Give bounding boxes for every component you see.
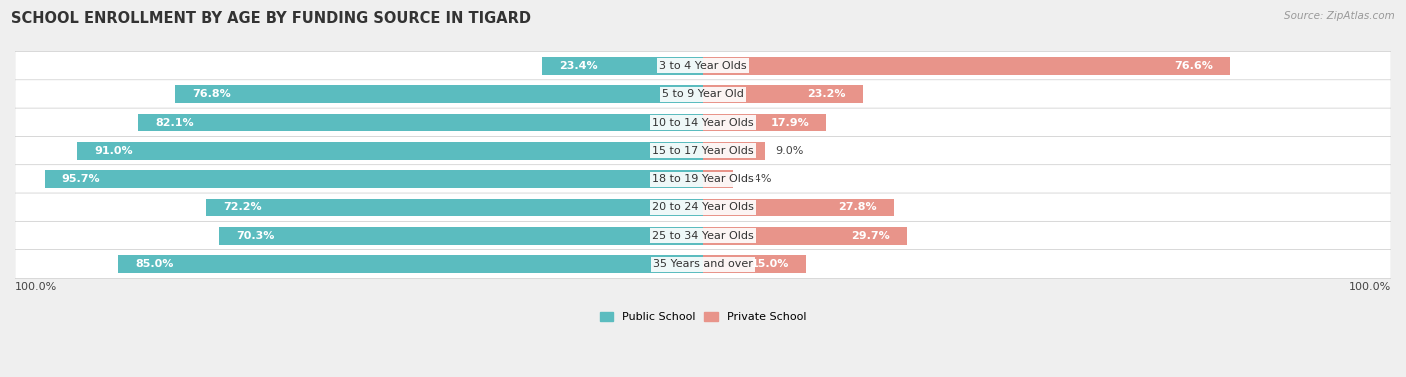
Text: SCHOOL ENROLLMENT BY AGE BY FUNDING SOURCE IN TIGARD: SCHOOL ENROLLMENT BY AGE BY FUNDING SOUR… [11, 11, 531, 26]
Text: 3 to 4 Year Olds: 3 to 4 Year Olds [659, 61, 747, 71]
Text: Source: ZipAtlas.com: Source: ZipAtlas.com [1284, 11, 1395, 21]
Text: 20 to 24 Year Olds: 20 to 24 Year Olds [652, 202, 754, 213]
Text: 23.2%: 23.2% [807, 89, 845, 99]
Text: 23.4%: 23.4% [560, 61, 598, 71]
Bar [219, 227, 703, 245]
Text: 76.8%: 76.8% [191, 89, 231, 99]
Bar [45, 170, 703, 188]
FancyBboxPatch shape [15, 250, 1391, 279]
Text: 15.0%: 15.0% [751, 259, 789, 269]
Text: 70.3%: 70.3% [236, 231, 276, 241]
FancyBboxPatch shape [15, 136, 1391, 165]
Bar [703, 86, 863, 103]
Text: 17.9%: 17.9% [770, 118, 808, 127]
Text: 72.2%: 72.2% [224, 202, 262, 213]
Bar [174, 86, 703, 103]
FancyBboxPatch shape [15, 108, 1391, 137]
Text: 15 to 17 Year Olds: 15 to 17 Year Olds [652, 146, 754, 156]
Bar [703, 114, 827, 131]
Text: 29.7%: 29.7% [852, 231, 890, 241]
Text: 100.0%: 100.0% [1348, 282, 1391, 292]
Bar [77, 142, 703, 159]
Text: 5 to 9 Year Old: 5 to 9 Year Old [662, 89, 744, 99]
Text: 95.7%: 95.7% [62, 174, 100, 184]
FancyBboxPatch shape [15, 193, 1391, 222]
Text: 25 to 34 Year Olds: 25 to 34 Year Olds [652, 231, 754, 241]
Text: 9.0%: 9.0% [775, 146, 804, 156]
FancyBboxPatch shape [15, 52, 1391, 80]
Bar [703, 255, 806, 273]
Bar [703, 57, 1230, 75]
Text: 91.0%: 91.0% [94, 146, 132, 156]
Text: 76.6%: 76.6% [1174, 61, 1213, 71]
Text: 4.4%: 4.4% [744, 174, 772, 184]
FancyBboxPatch shape [15, 165, 1391, 194]
Text: 18 to 19 Year Olds: 18 to 19 Year Olds [652, 174, 754, 184]
Bar [703, 142, 765, 159]
Text: 100.0%: 100.0% [15, 282, 58, 292]
Text: 35 Years and over: 35 Years and over [652, 259, 754, 269]
FancyBboxPatch shape [15, 221, 1391, 250]
FancyBboxPatch shape [15, 80, 1391, 109]
Bar [703, 170, 734, 188]
Text: 82.1%: 82.1% [155, 118, 194, 127]
Bar [207, 199, 703, 216]
Text: 10 to 14 Year Olds: 10 to 14 Year Olds [652, 118, 754, 127]
Text: 27.8%: 27.8% [838, 202, 877, 213]
Text: 85.0%: 85.0% [135, 259, 174, 269]
Bar [703, 227, 907, 245]
Legend: Public School, Private School: Public School, Private School [595, 307, 811, 326]
Bar [703, 199, 894, 216]
Bar [138, 114, 703, 131]
Bar [118, 255, 703, 273]
Bar [541, 57, 703, 75]
